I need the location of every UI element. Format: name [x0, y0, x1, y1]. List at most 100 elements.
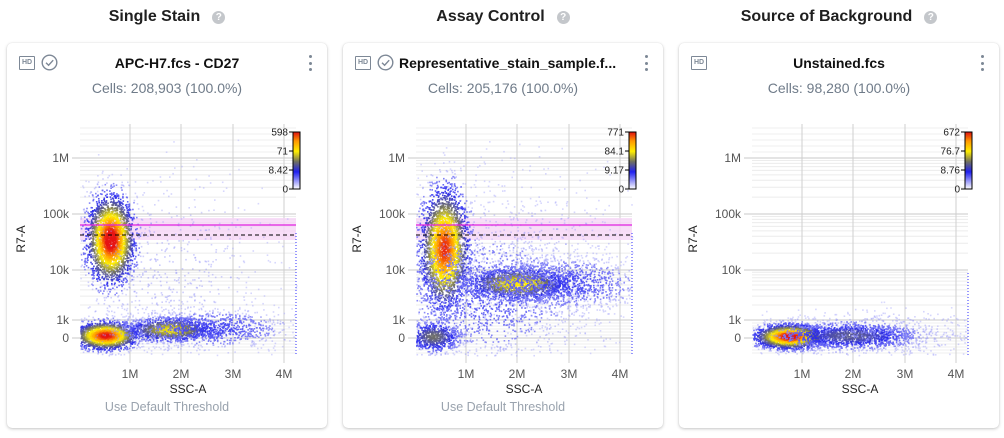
section-title-text: Single Stain: [108, 8, 201, 25]
help-icon[interactable]: ?: [556, 10, 570, 24]
data-point: [123, 325, 125, 328]
data-point: [114, 203, 117, 205]
data-point: [90, 223, 92, 225]
data-point: [123, 264, 126, 267]
data-point: [103, 251, 105, 253]
data-point: [121, 218, 124, 221]
data-point: [214, 335, 216, 338]
data-point: [110, 338, 112, 341]
help-icon[interactable]: ?: [924, 10, 938, 24]
data-point: [106, 249, 109, 252]
data-point: [139, 251, 141, 254]
data-point: [121, 248, 123, 251]
data-point: [159, 335, 161, 338]
data-point: [157, 330, 159, 333]
data-point: [88, 202, 91, 204]
data-point: [84, 259, 86, 262]
data-point: [101, 206, 104, 208]
data-point: [101, 271, 104, 274]
data-point: [83, 216, 86, 219]
data-point: [82, 252, 85, 254]
data-point: [104, 226, 107, 229]
data-point: [105, 241, 108, 243]
data-point: [115, 231, 118, 233]
data-point: [102, 258, 105, 261]
data-point: [90, 253, 92, 256]
data-point: [121, 307, 124, 309]
data-point: [122, 203, 124, 205]
data-point: [121, 214, 123, 217]
data-point: [118, 345, 121, 347]
data-point: [81, 259, 83, 261]
data-point: [113, 207, 115, 210]
data-point: [95, 330, 98, 333]
more-options-icon[interactable]: [307, 55, 313, 71]
data-point: [112, 275, 114, 277]
data-point: [94, 214, 97, 216]
data-point: [130, 245, 132, 247]
data-point: [127, 231, 129, 234]
data-point: [96, 345, 98, 347]
data-point: [100, 242, 102, 244]
data-point: [115, 292, 118, 294]
data-point: [116, 274, 118, 277]
data-point: [86, 257, 89, 260]
data-point: [112, 333, 114, 336]
data-point: [111, 258, 114, 260]
data-point: [90, 231, 93, 233]
data-point: [196, 332, 199, 334]
data-point: [114, 197, 117, 199]
hd-icon[interactable]: HD: [19, 56, 35, 70]
data-point: [113, 274, 116, 277]
data-point: [100, 338, 103, 340]
data-point: [97, 222, 100, 225]
data-point: [116, 220, 119, 222]
data-point: [98, 214, 101, 216]
data-point: [87, 323, 90, 326]
data-point: [98, 324, 101, 327]
data-point: [84, 220, 86, 222]
data-point: [96, 332, 99, 334]
data-point: [103, 345, 105, 348]
data-point: [106, 332, 108, 334]
data-point: [117, 243, 120, 246]
data-point: [105, 249, 107, 252]
check-circle-icon[interactable]: [41, 54, 58, 71]
data-point: [138, 334, 140, 336]
data-point: [131, 343, 133, 345]
data-point: [111, 228, 114, 230]
data-point: [138, 319, 140, 322]
data-point: [111, 211, 113, 213]
data-point: [130, 341, 132, 343]
data-point: [106, 283, 108, 286]
data-point: [94, 243, 97, 246]
data-point: [120, 337, 122, 339]
data-point: [101, 324, 103, 327]
data-point: [106, 229, 109, 231]
data-point: [110, 229, 112, 231]
data-point: [95, 329, 97, 331]
data-point: [106, 270, 108, 273]
data-point: [96, 212, 99, 215]
data-point: [83, 347, 86, 349]
data-point: [90, 255, 92, 258]
data-point: [97, 235, 100, 238]
data-point: [106, 317, 108, 319]
data-point: [113, 319, 116, 322]
data-point: [108, 265, 111, 267]
data-point: [109, 201, 112, 203]
data-point: [130, 247, 132, 250]
data-point: [119, 343, 121, 346]
data-point: [96, 243, 98, 245]
data-point: [133, 238, 135, 240]
data-point: [109, 263, 111, 266]
data-point: [96, 220, 99, 222]
data-point: [85, 339, 87, 341]
data-point: [92, 255, 94, 257]
data-point: [93, 344, 96, 347]
data-point: [124, 322, 126, 325]
help-icon[interactable]: ?: [212, 10, 226, 24]
data-point: [117, 238, 119, 240]
data-point: [120, 184, 123, 186]
